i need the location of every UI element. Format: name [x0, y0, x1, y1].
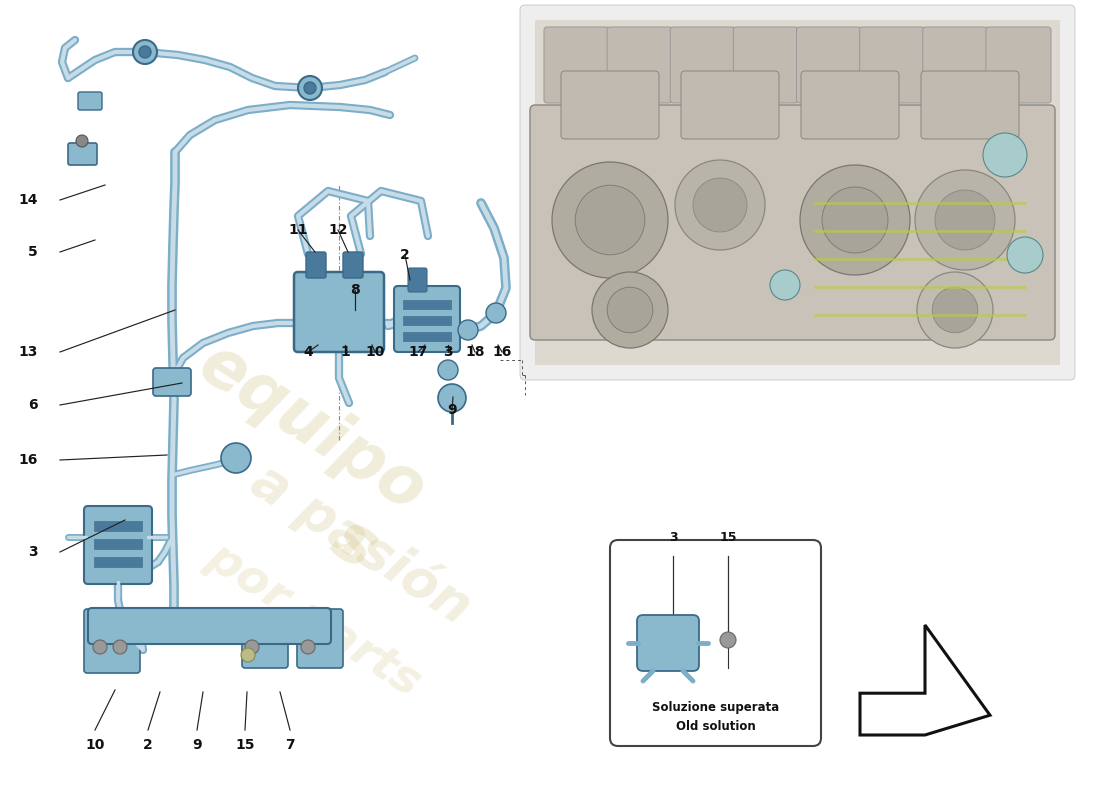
Circle shape [1006, 237, 1043, 273]
FancyBboxPatch shape [153, 368, 191, 396]
Text: Old solution: Old solution [675, 719, 756, 733]
Circle shape [720, 632, 736, 648]
Polygon shape [860, 625, 990, 735]
Circle shape [552, 162, 668, 278]
Circle shape [935, 190, 996, 250]
Circle shape [693, 178, 747, 232]
Circle shape [76, 135, 88, 147]
Text: 3: 3 [669, 531, 678, 544]
Text: 10: 10 [86, 738, 104, 752]
Circle shape [241, 648, 255, 662]
Text: 13: 13 [19, 345, 38, 359]
FancyBboxPatch shape [610, 540, 821, 746]
Bar [94, 539, 142, 549]
Circle shape [304, 82, 316, 94]
Text: 6: 6 [29, 398, 38, 412]
Bar [94, 557, 142, 567]
FancyBboxPatch shape [859, 27, 925, 103]
Circle shape [575, 186, 645, 254]
Circle shape [301, 640, 315, 654]
FancyBboxPatch shape [681, 71, 779, 139]
Text: 16: 16 [19, 453, 38, 467]
Text: equipo: equipo [187, 331, 438, 526]
Circle shape [932, 287, 978, 333]
FancyBboxPatch shape [637, 615, 698, 671]
FancyBboxPatch shape [343, 252, 363, 278]
Circle shape [94, 640, 107, 654]
Text: 4: 4 [304, 345, 312, 359]
Circle shape [983, 133, 1027, 177]
Text: 3: 3 [443, 345, 453, 359]
Text: 11: 11 [288, 223, 308, 237]
FancyBboxPatch shape [78, 92, 102, 110]
FancyBboxPatch shape [535, 20, 1060, 365]
Circle shape [917, 272, 993, 348]
Circle shape [438, 360, 458, 380]
Text: s: s [319, 505, 388, 582]
Text: 9: 9 [448, 403, 456, 417]
Circle shape [458, 320, 478, 340]
Circle shape [139, 46, 151, 58]
Text: a pasión: a pasión [242, 454, 481, 635]
Circle shape [800, 165, 910, 275]
Circle shape [675, 160, 764, 250]
FancyBboxPatch shape [408, 268, 427, 292]
Circle shape [770, 270, 800, 300]
FancyBboxPatch shape [394, 286, 460, 352]
Circle shape [113, 640, 127, 654]
Text: 17: 17 [408, 345, 428, 359]
FancyBboxPatch shape [544, 27, 609, 103]
Text: 15: 15 [719, 531, 737, 544]
FancyBboxPatch shape [84, 506, 152, 584]
Text: 2: 2 [143, 738, 153, 752]
Text: 1: 1 [340, 345, 350, 359]
Text: 5: 5 [29, 245, 38, 259]
Text: 9: 9 [192, 738, 201, 752]
FancyBboxPatch shape [986, 27, 1050, 103]
FancyBboxPatch shape [921, 71, 1019, 139]
Circle shape [486, 303, 506, 323]
Text: Soluzione superata: Soluzione superata [652, 702, 779, 714]
Bar [403, 332, 451, 341]
Text: 7: 7 [285, 738, 295, 752]
Bar [403, 300, 451, 309]
Text: 12: 12 [328, 223, 348, 237]
Circle shape [298, 76, 322, 100]
Circle shape [592, 272, 668, 348]
FancyBboxPatch shape [68, 143, 97, 165]
Text: 14: 14 [19, 193, 38, 207]
Text: 8: 8 [350, 283, 360, 297]
Circle shape [822, 187, 888, 253]
Text: 10: 10 [365, 345, 385, 359]
Circle shape [221, 443, 251, 473]
FancyBboxPatch shape [294, 272, 384, 352]
FancyBboxPatch shape [297, 609, 343, 668]
FancyBboxPatch shape [242, 609, 288, 668]
Text: 18: 18 [465, 345, 485, 359]
FancyBboxPatch shape [306, 252, 326, 278]
FancyBboxPatch shape [796, 27, 861, 103]
Text: 15: 15 [235, 738, 255, 752]
Circle shape [607, 287, 652, 333]
Bar [94, 521, 142, 531]
FancyBboxPatch shape [607, 27, 672, 103]
Text: por parts: por parts [198, 534, 429, 706]
FancyBboxPatch shape [84, 609, 140, 673]
Bar [403, 316, 451, 325]
Circle shape [245, 640, 258, 654]
FancyBboxPatch shape [88, 608, 331, 644]
Circle shape [438, 384, 466, 412]
Circle shape [133, 40, 157, 64]
Text: 3: 3 [29, 545, 38, 559]
FancyBboxPatch shape [561, 71, 659, 139]
FancyBboxPatch shape [520, 5, 1075, 380]
FancyBboxPatch shape [801, 71, 899, 139]
Text: 16: 16 [493, 345, 512, 359]
Text: 2: 2 [400, 248, 410, 262]
Circle shape [915, 170, 1015, 270]
FancyBboxPatch shape [670, 27, 736, 103]
FancyBboxPatch shape [530, 105, 1055, 340]
FancyBboxPatch shape [923, 27, 988, 103]
FancyBboxPatch shape [734, 27, 799, 103]
